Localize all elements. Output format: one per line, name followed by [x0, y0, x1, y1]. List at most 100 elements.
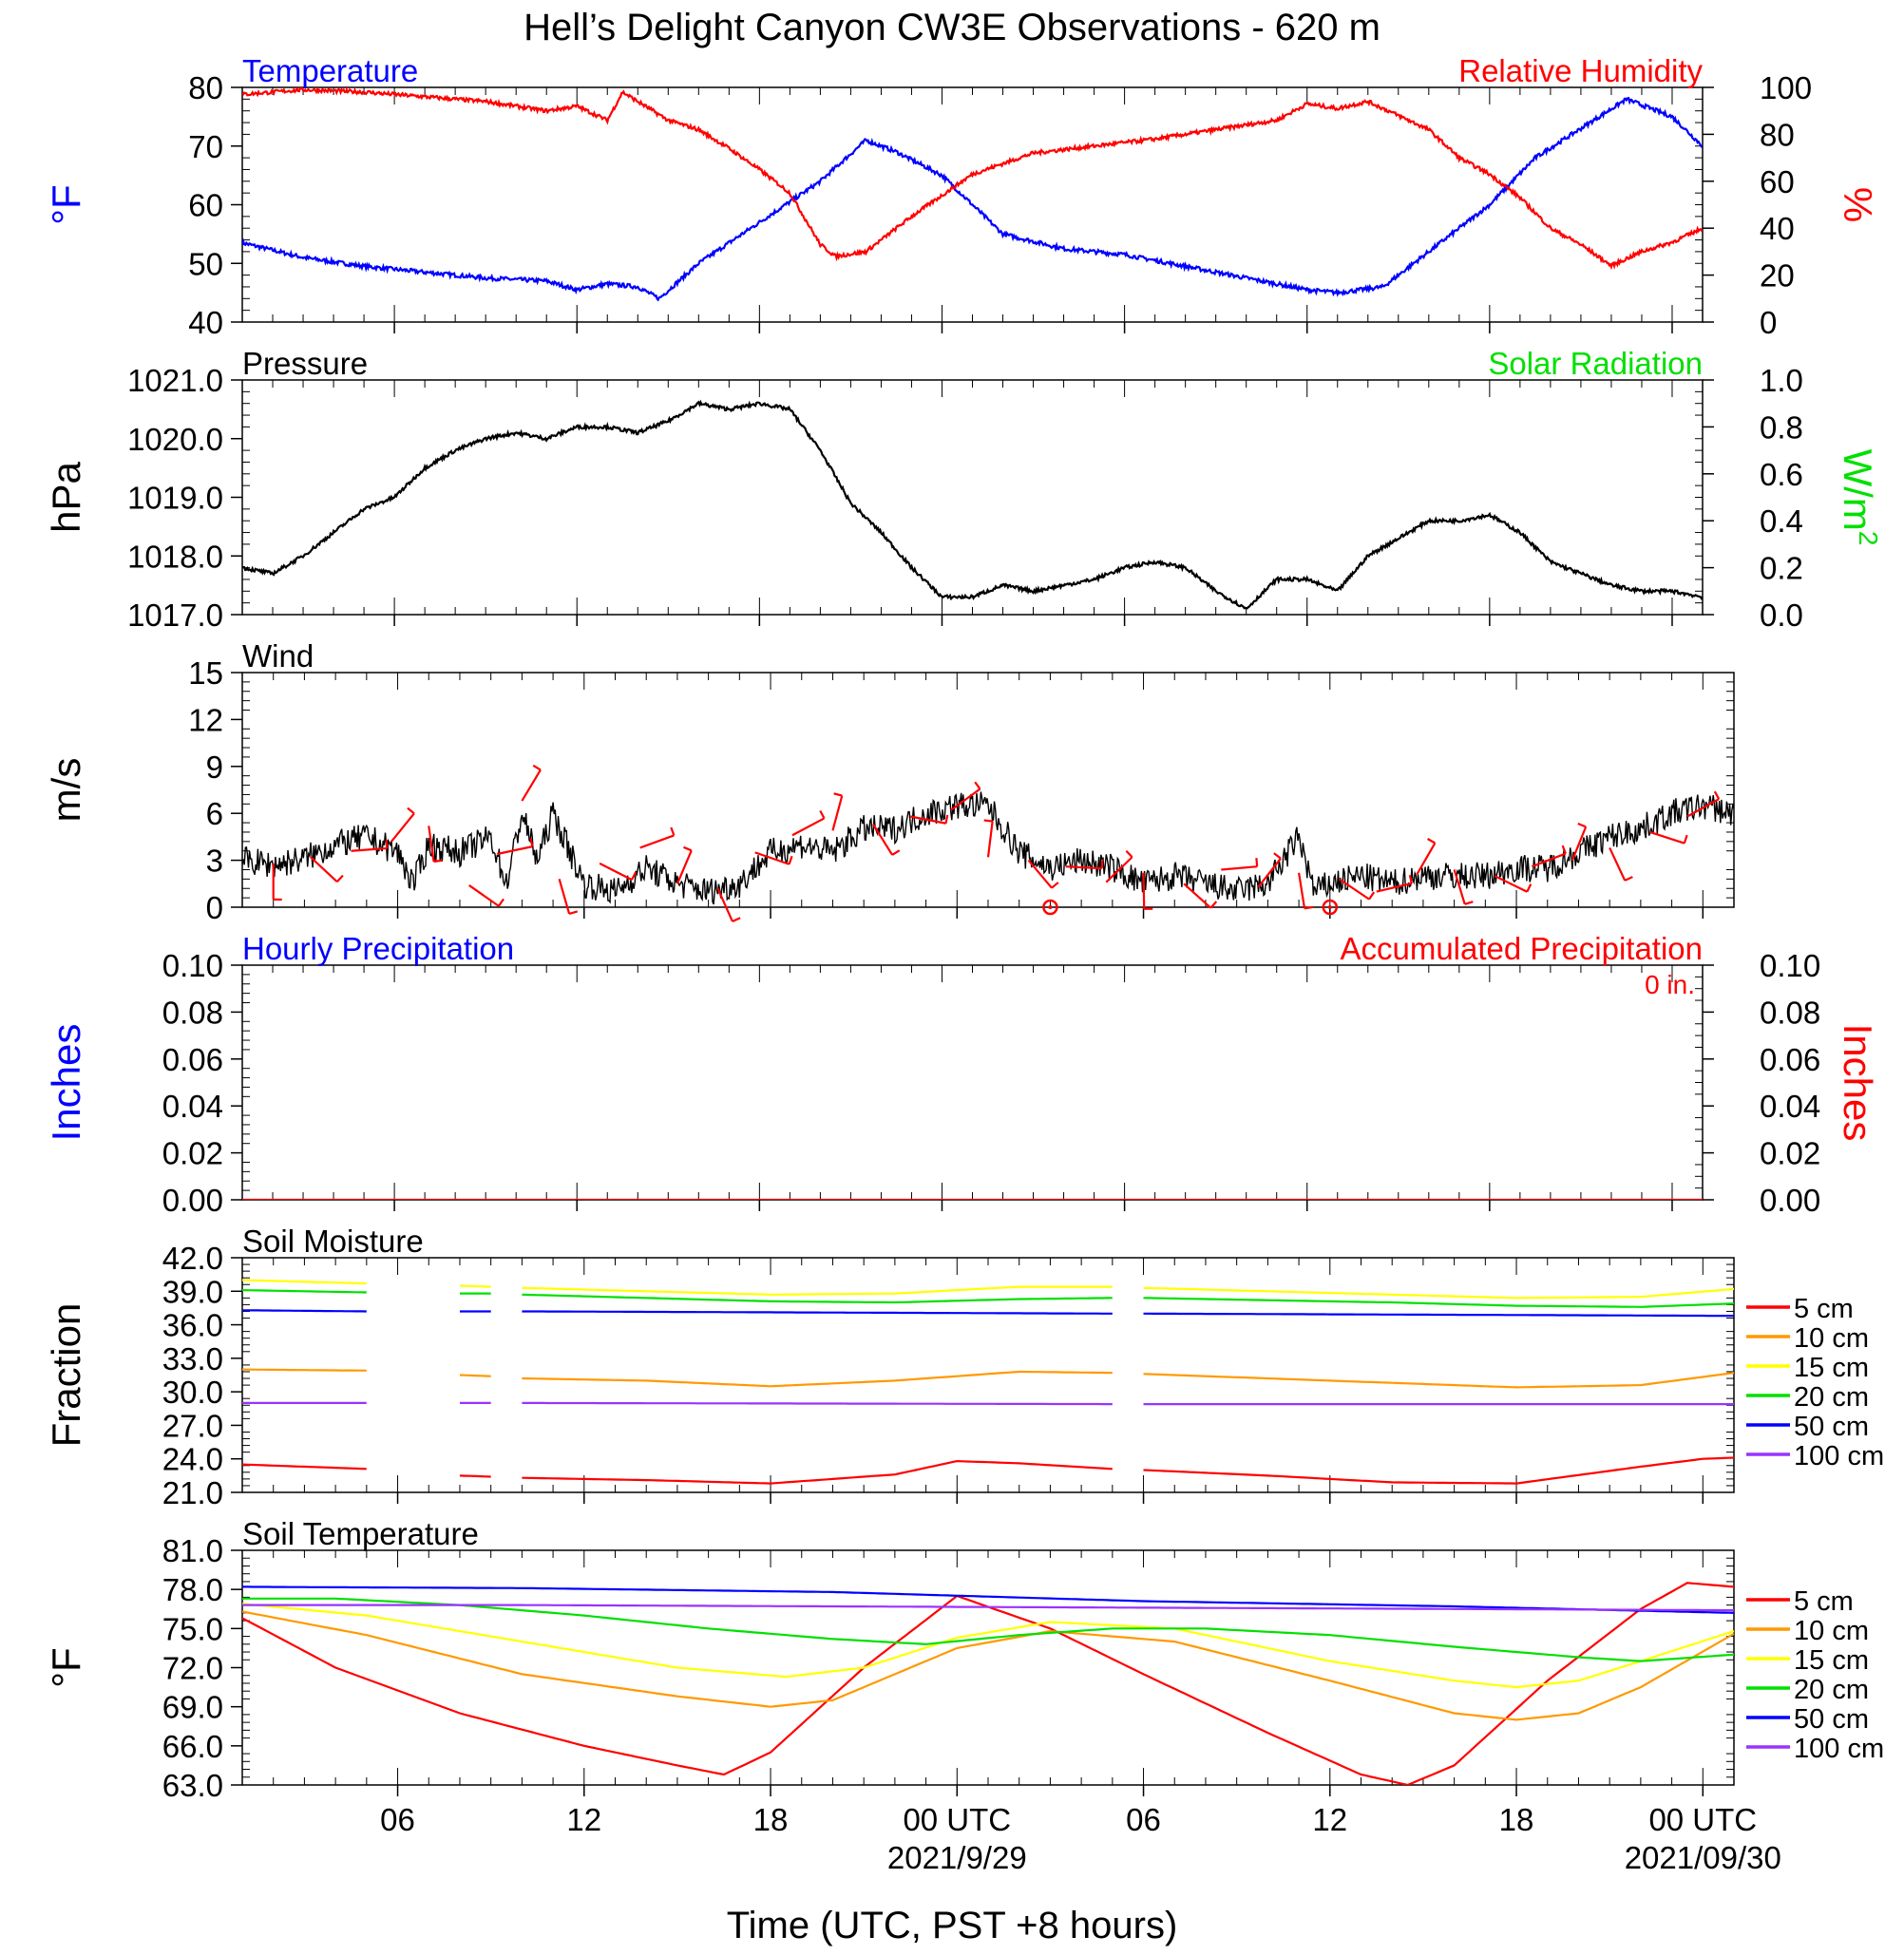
- wind-barb-flag: [819, 809, 826, 819]
- x-tick-label: 06: [1126, 1802, 1161, 1837]
- wind-barb-flag: [1209, 901, 1218, 909]
- series-line-50-cm: [522, 1310, 1113, 1315]
- wind-barb: [468, 884, 500, 907]
- x-tick-label: 18: [753, 1802, 789, 1837]
- wind-barb: [521, 769, 542, 802]
- wind-barb: [1221, 865, 1258, 871]
- wind-barb-flag: [1624, 876, 1633, 882]
- wind-barb: [558, 879, 571, 915]
- series-line-50-cm: [1143, 1312, 1734, 1318]
- wind-barb-flag: [1051, 882, 1059, 889]
- calm-wind-marker: [1042, 899, 1058, 916]
- wind-barb: [1571, 826, 1588, 862]
- y-tick-label: 1019.0: [127, 481, 223, 516]
- y-tick-label: 42.0: [162, 1241, 223, 1276]
- panel-title-left: Hourly Precipitation: [242, 931, 514, 966]
- y-tick-label: 78.0: [162, 1572, 223, 1607]
- series-line-5-cm: [242, 1582, 1734, 1785]
- wind-barb: [351, 846, 388, 852]
- wind-barb: [1257, 857, 1282, 888]
- wind-barb: [791, 817, 826, 837]
- series-line-10-cm: [522, 1370, 1113, 1388]
- wind-barb-flag: [1125, 850, 1133, 859]
- y-axis-label-left: Fraction: [44, 1303, 88, 1448]
- y-tick-label: 0.08: [162, 995, 223, 1030]
- y-tick-label-right: 0.02: [1760, 1136, 1820, 1171]
- y-tick-label: 0.04: [162, 1089, 223, 1124]
- wind-barb-flag: [891, 849, 901, 856]
- plot-area: [242, 1279, 1734, 1485]
- y-tick-label: 75.0: [162, 1611, 223, 1646]
- series-line-50-cm: [242, 1585, 1734, 1614]
- wind-barb: [1297, 872, 1306, 909]
- y-tick-label: 21.0: [162, 1475, 223, 1510]
- legend-label: 20 cm: [1794, 1382, 1869, 1413]
- page-title: Hell’s Delight Canyon CW3E Observations …: [524, 7, 1380, 48]
- y-tick-label-right: 0.8: [1760, 409, 1803, 445]
- panel-title-right: Relative Humidity: [1458, 53, 1703, 88]
- plot-area: [242, 1582, 1734, 1785]
- y-tick-label: 1017.0: [127, 598, 223, 633]
- panel-title-left: Soil Temperature: [242, 1516, 479, 1551]
- y-axis-label-right: %: [1836, 187, 1880, 222]
- wind-barb-flag: [433, 859, 443, 864]
- wind-barb-flag: [1368, 891, 1376, 901]
- wind-barb-flag: [1577, 822, 1587, 828]
- y-tick-label-right: 80: [1760, 117, 1795, 152]
- y-tick-label-right: 0.0: [1760, 598, 1803, 633]
- y-tick-label: 27.0: [162, 1408, 223, 1443]
- panel-title-right: Accumulated Precipitation: [1340, 931, 1703, 966]
- wind-barb: [831, 795, 844, 831]
- series-line-5-cm: [242, 1463, 367, 1471]
- x-tick-label: 18: [1499, 1802, 1534, 1837]
- y-tick-label-right: 0.6: [1760, 457, 1803, 492]
- y-axis-label-left: m/s: [44, 758, 88, 823]
- series-line-20-cm: [522, 1293, 1113, 1304]
- wind-barb: [1142, 872, 1146, 909]
- panel-pressure: 1017.0 1018.0 1019.0 1020.0 1021.0 0.0 0.2 0.4 0…: [44, 346, 1883, 633]
- series-line-wind: [242, 791, 1734, 905]
- series-line-relative-humidity: [242, 87, 1703, 271]
- wind-barb: [1532, 852, 1567, 868]
- y-tick-label: 6: [206, 796, 223, 831]
- wind-barb-flag: [1526, 883, 1533, 893]
- x-tick-label: 00 UTC: [1648, 1802, 1757, 1837]
- panel-frame: [241, 672, 1735, 908]
- y-tick-label: 39.0: [162, 1274, 223, 1309]
- y-tick-label-right: 0.08: [1760, 995, 1820, 1030]
- wind-barb: [872, 824, 894, 856]
- wind-barb: [950, 788, 981, 811]
- calm-wind-marker-dot: [1048, 905, 1053, 909]
- y-tick-label: 1020.0: [127, 422, 223, 457]
- y-tick-label: 9: [206, 750, 223, 785]
- series-line-pressure: [242, 399, 1703, 610]
- wind-barb: [1027, 859, 1053, 889]
- x-tick-label: 00 UTC: [903, 1802, 1011, 1837]
- wind-barb-flag: [1408, 874, 1413, 884]
- panel-precip: 0.00 0.02 0.04 0.06 0.08 0.10 0.00 0.02 0.04 0.06…: [44, 931, 1880, 1218]
- wind-barb: [986, 821, 994, 858]
- y-tick-label: 80: [188, 70, 223, 105]
- x-axis-label: Time (UTC, PST +8 hours): [727, 1905, 1178, 1946]
- wind-barb: [639, 834, 675, 849]
- legend-label: 20 cm: [1794, 1675, 1869, 1705]
- wind-barb-flag: [732, 917, 741, 922]
- wind-barb: [716, 887, 733, 922]
- wind-barb-flag: [1464, 901, 1474, 905]
- y-axis-label-left: Inches: [44, 1024, 88, 1142]
- wind-barb: [1649, 830, 1685, 845]
- legend-label: 10 cm: [1794, 1616, 1869, 1646]
- x-tick-label: 12: [1312, 1802, 1347, 1837]
- wind-barb-flag: [983, 819, 993, 823]
- legend-label: 50 cm: [1794, 1704, 1869, 1735]
- wind-barb-flag: [944, 814, 949, 824]
- series-line-15-cm: [459, 1284, 491, 1288]
- panel-frame: [241, 964, 1704, 1201]
- y-tick-label: 0.06: [162, 1042, 223, 1077]
- y-tick-label-right: 20: [1760, 258, 1795, 294]
- series-line-15-cm: [242, 1279, 367, 1285]
- wind-barb: [754, 851, 790, 865]
- y-tick-label: 15: [188, 655, 223, 691]
- series-line-15-cm: [522, 1285, 1113, 1296]
